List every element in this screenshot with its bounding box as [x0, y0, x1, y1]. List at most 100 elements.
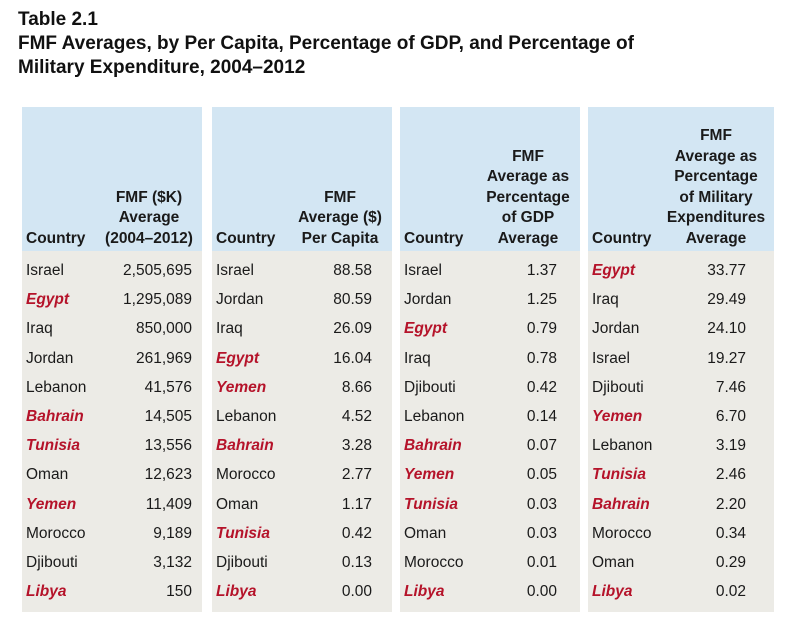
value-cell: 0.05 — [526, 466, 557, 484]
value-cell: 8.66 — [341, 378, 372, 396]
value-cell: 13,556 — [144, 437, 192, 455]
value-cell: 41,576 — [144, 378, 192, 396]
value-cell: 0.13 — [341, 554, 372, 571]
table-title-line-1: FMF Averages, by Per Capita, Percentage … — [18, 33, 634, 54]
value-cell: 88.58 — [333, 262, 372, 279]
table-row: Lebanon 4.52 — [212, 402, 392, 431]
value-column-header: FMF Average ($) Per Capita — [292, 188, 388, 250]
country-cell: Bahrain — [592, 495, 650, 513]
value-cell: 7.46 — [715, 378, 746, 396]
panel-body: Egypt 33.77 Iraq 29.49 Jordan 24.10 Israel 19.2… — [588, 251, 774, 612]
table-row: Egypt 33.77 — [588, 256, 774, 285]
panel-body: Israel 2,505,695 Egypt 1,295,089 Iraq 850,000… — [22, 251, 202, 612]
value-cell: 0.07 — [526, 437, 557, 455]
value-header-line: (2004–2012) — [105, 229, 193, 247]
country-cell: Yemen — [404, 466, 455, 484]
value-cell: 1.17 — [341, 495, 372, 513]
country-cell: Morocco — [26, 524, 86, 542]
value-cell: 0.00 — [526, 583, 557, 601]
value-header-line: FMF ($K) — [115, 188, 183, 206]
fmf-tables: Country FMF ($K) Average (2004–2012) Israel 2… — [22, 107, 774, 612]
table-row: Tunisia 2.46 — [588, 460, 774, 489]
table-panel-1: Country FMF ($K) Average (2004–2012) Israel 2… — [22, 107, 202, 612]
value-cell: 850,000 — [135, 320, 192, 338]
table-row: Yemen 6.70 — [588, 402, 774, 431]
table-row: Jordan 80.59 — [212, 285, 392, 314]
country-cell: Iraq — [216, 320, 243, 338]
table-row: Bahrain 2.20 — [588, 490, 774, 519]
value-header-line: Average — [497, 229, 559, 247]
country-cell: Iraq — [26, 320, 53, 338]
value-cell: 0.14 — [526, 408, 557, 425]
country-cell: Libya — [404, 583, 445, 601]
country-cell: Jordan — [216, 291, 264, 309]
value-cell: 0.29 — [715, 554, 746, 571]
value-column-header: FMF ($K) Average (2004–2012) — [96, 188, 202, 250]
value-cell: 6.70 — [715, 408, 746, 425]
table-row: Djibouti 0.13 — [212, 548, 392, 577]
value-header-line: Average ($) — [298, 209, 382, 226]
value-cell: 0.00 — [341, 583, 372, 601]
country-cell: Djibouti — [404, 378, 456, 396]
value-cell: 1,295,089 — [123, 291, 192, 309]
country-cell: Egypt — [26, 291, 70, 309]
panel-body: Israel 88.58 Jordan 80.59 Iraq 26.09 Egypt 16.0… — [212, 251, 392, 612]
table-panel-3: Country FMF Average as Percentage of GDP Aver… — [400, 107, 580, 612]
value-cell: 0.03 — [526, 524, 557, 542]
value-cell: 11,409 — [145, 495, 192, 513]
table-row: Bahrain 3.28 — [212, 431, 392, 460]
value-cell: 80.59 — [333, 291, 372, 309]
country-cell: Iraq — [592, 291, 619, 309]
country-cell: Iraq — [404, 349, 431, 367]
value-cell: 1.25 — [526, 291, 557, 309]
value-cell: 0.02 — [715, 583, 746, 601]
table-row: Egypt 16.04 — [212, 344, 392, 373]
table-row: Bahrain 0.07 — [400, 431, 580, 460]
table-row: Libya 0.02 — [588, 577, 774, 606]
value-header-line: Per Capita — [301, 229, 379, 247]
country-cell: Israel — [592, 349, 630, 367]
country-cell: Djibouti — [592, 378, 644, 396]
value-header-line: FMF — [700, 127, 732, 144]
country-cell: Tunisia — [404, 495, 458, 513]
country-cell: Libya — [592, 583, 633, 601]
table-row: Israel 88.58 — [212, 256, 392, 285]
table-title-line-2: Military Expenditure, 2004–2012 — [18, 57, 306, 78]
value-cell: 3,132 — [153, 554, 192, 571]
table-row: Tunisia 0.03 — [400, 490, 580, 519]
table-row: Djibouti 3,132 — [22, 548, 202, 577]
value-cell: 2.20 — [715, 495, 746, 513]
table-row: Oman 0.29 — [588, 548, 774, 577]
table-row: Jordan 24.10 — [588, 314, 774, 343]
value-cell: 29.49 — [707, 291, 746, 309]
table-row: Oman 12,623 — [22, 460, 202, 489]
country-cell: Israel — [404, 262, 442, 279]
country-cell: Oman — [216, 495, 259, 513]
table-row: Morocco 2.77 — [212, 460, 392, 489]
table-row: Lebanon 41,576 — [22, 373, 202, 402]
country-cell: Egypt — [404, 320, 448, 338]
country-cell: Djibouti — [216, 554, 268, 571]
table-panel-2: Country FMF Average ($) Per Capita Israel 88.… — [212, 107, 392, 612]
table-row: Jordan 261,969 — [22, 344, 202, 373]
table-row: Yemen 11,409 — [22, 490, 202, 519]
country-cell: Morocco — [592, 524, 652, 542]
value-cell: 2,505,695 — [123, 262, 192, 279]
panel-header: Country FMF Average as Percentage of Militar… — [588, 107, 774, 251]
table-row: Egypt 1,295,089 — [22, 285, 202, 314]
country-cell: Morocco — [404, 554, 464, 571]
table-title-block: Table 2.1 FMF Averages, by Per Capita, P… — [18, 8, 788, 80]
table-row: Morocco 0.01 — [400, 548, 580, 577]
country-cell: Libya — [216, 583, 257, 601]
value-header-line: Average as — [674, 147, 758, 165]
country-cell: Israel — [26, 262, 64, 279]
country-column-header: Country — [216, 229, 276, 247]
value-cell: 26.09 — [333, 320, 372, 338]
country-cell: Lebanon — [404, 408, 465, 425]
value-header-line: Expenditures — [666, 209, 766, 226]
country-cell: Oman — [404, 524, 447, 542]
country-cell: Tunisia — [26, 437, 80, 455]
table-row: Israel 1.37 — [400, 256, 580, 285]
value-header-line: Average as — [486, 168, 570, 185]
value-cell: 33.77 — [707, 262, 746, 279]
